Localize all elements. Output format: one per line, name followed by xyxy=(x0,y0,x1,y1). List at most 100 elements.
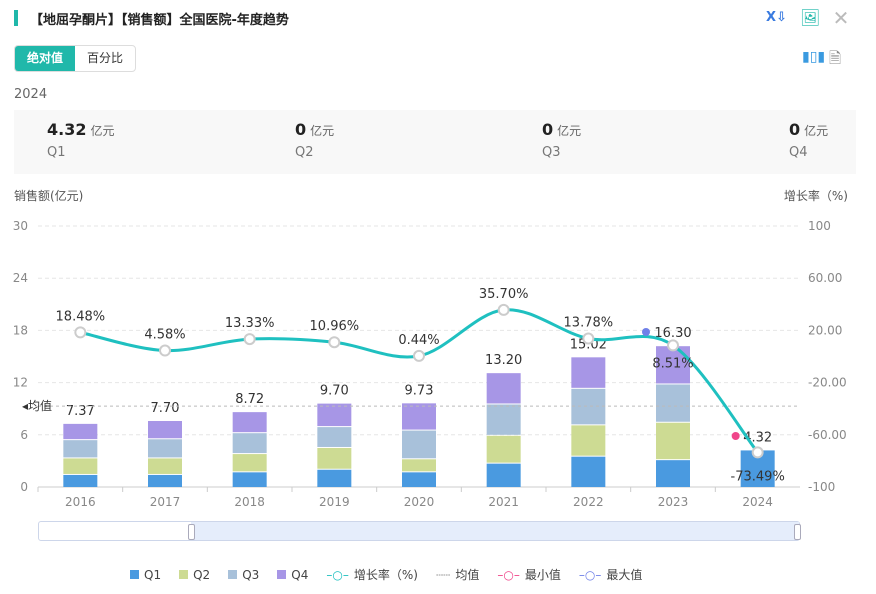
card-value: 0 xyxy=(295,120,307,139)
legend-circle-icon: –○– xyxy=(578,567,602,582)
bar-q2 xyxy=(486,435,521,463)
growth-point xyxy=(667,339,679,352)
legend-label: 最小值 xyxy=(524,568,561,582)
summary-card-q3: 0 亿元 Q3 xyxy=(542,120,581,160)
y-tick-label: 12 xyxy=(13,376,28,390)
bar-q1 xyxy=(571,456,606,487)
y-axis-title: 销售额(亿元) xyxy=(14,189,84,203)
summary-card-q1: 4.32 亿元 Q1 xyxy=(47,120,115,160)
bar-total-label: 8.72 xyxy=(235,392,264,407)
summary-card-q2: 0 亿元 Q2 xyxy=(295,120,334,160)
tab-percent[interactable]: 百分比 xyxy=(87,51,124,65)
bar-total-label: 7.37 xyxy=(66,404,95,419)
x-tick-label: 2019 xyxy=(319,495,350,509)
bar-q2 xyxy=(656,422,690,460)
legend-label: 增长率（%) xyxy=(353,568,418,582)
x-tick-label: 2024 xyxy=(742,495,773,509)
title-accent xyxy=(14,10,18,26)
growth-label: 10.96% xyxy=(310,319,360,334)
bar-q3 xyxy=(317,427,352,447)
legend-circle-icon: –○– xyxy=(497,567,520,582)
legend-growth[interactable]: –○– 增长率（%) xyxy=(326,566,418,583)
x-tick-label: 2020 xyxy=(404,495,435,509)
bar-total-label: 9.70 xyxy=(320,384,349,399)
legend-label: 最大值 xyxy=(606,568,643,582)
card-unit: 亿元 xyxy=(90,124,115,138)
x-tick-label: 2016 xyxy=(65,495,96,509)
y2-tick-label: 100 xyxy=(808,219,831,233)
bar-q3 xyxy=(656,384,690,422)
legend-q4[interactable]: Q4 xyxy=(277,568,308,582)
legend-max[interactable]: –○– 最大值 xyxy=(579,566,643,583)
image-export-icon[interactable]: 🖼 xyxy=(800,8,821,27)
card-value: 0 xyxy=(789,120,801,139)
growth-point xyxy=(497,303,510,316)
bar-chart-icon[interactable]: ▮▯▮ xyxy=(802,49,826,65)
y2-tick-label: -20.00 xyxy=(808,376,847,390)
y2-axis-title: 增长率（%) xyxy=(783,189,848,203)
bar-q1 xyxy=(63,474,98,487)
tab-absolute[interactable]: 绝对值 xyxy=(15,46,76,71)
bar-q2 xyxy=(148,458,182,474)
bar-q1 xyxy=(402,472,436,487)
bar-q4 xyxy=(232,412,267,433)
legend-q1[interactable]: Q1 xyxy=(130,568,161,582)
legend: Q1 Q2 Q3 Q4 –○– 增长率（%) ┄┄ 均值 –○– 最小值 –○– 最大值 xyxy=(130,566,642,583)
card-label: Q2 xyxy=(295,145,314,160)
legend-label: Q2 xyxy=(193,567,211,582)
y-tick-label: 18 xyxy=(13,323,28,337)
growth-label: 18.48% xyxy=(56,309,106,324)
legend-q3[interactable]: Q3 xyxy=(228,568,259,582)
y-tick-label: 0 xyxy=(20,480,28,494)
growth-point xyxy=(243,333,256,346)
bar-q1 xyxy=(656,460,690,487)
datazoom-track[interactable] xyxy=(38,521,801,541)
bar-total-label: 7.70 xyxy=(151,401,180,416)
bar-q2 xyxy=(232,454,267,472)
legend-swatch xyxy=(130,570,139,579)
growth-label: 13.33% xyxy=(225,316,275,331)
bar-q2 xyxy=(317,447,352,469)
legend-swatch xyxy=(179,570,189,579)
y-tick-label: 24 xyxy=(13,271,28,285)
summary-year: 2024 xyxy=(14,87,48,102)
close-icon[interactable]: ✕ xyxy=(832,6,850,30)
y2-tick-label: -100 xyxy=(808,480,835,494)
datazoom-selection[interactable] xyxy=(191,522,799,540)
growth-point xyxy=(159,344,171,357)
growth-point xyxy=(328,336,341,349)
card-label: Q3 xyxy=(542,145,561,160)
legend-min[interactable]: –○– 最小值 xyxy=(497,566,561,583)
summary-card-q4: 0 亿元 Q4 xyxy=(789,120,828,160)
y2-tick-label: 60.00 xyxy=(808,271,842,285)
datazoom-handle-left[interactable] xyxy=(188,524,195,540)
bar-q4 xyxy=(656,346,690,384)
mode-toggle: 绝对值 百分比 xyxy=(14,45,137,72)
y-tick-label: 30 xyxy=(13,219,28,233)
x-tick-label: 2023 xyxy=(658,495,689,509)
summary-panel: 4.32 亿元 Q1 0 亿元 Q2 0 亿元 Q3 0 亿元 Q4 xyxy=(14,110,856,174)
excel-export-icon[interactable]: X⇩ xyxy=(766,10,787,25)
legend-label: Q1 xyxy=(144,567,162,582)
card-value: 4.32 xyxy=(47,120,87,139)
growth-label: 4.58% xyxy=(144,328,185,343)
card-unit: 亿元 xyxy=(804,124,829,138)
legend-dash-icon: ┄┄ xyxy=(435,567,451,582)
legend-q2[interactable]: Q2 xyxy=(179,568,210,582)
legend-label: 均值 xyxy=(455,568,480,582)
chart-area: 0 -100 6 -60.00 12 -20.00 18 20.00 24 60.00 30 100 2… xyxy=(13,219,847,509)
bar-q4 xyxy=(63,423,98,440)
page-title: 【地屈孕酮片】【销售额】全国医院-年度趋势 xyxy=(30,13,289,28)
average-label: ◂均值 xyxy=(22,398,52,413)
datazoom-handle-right[interactable] xyxy=(794,524,801,540)
legend-average[interactable]: ┄┄ 均值 xyxy=(436,566,479,583)
card-unit: 亿元 xyxy=(557,124,582,138)
growth-label: 35.70% xyxy=(479,287,529,302)
growth-point xyxy=(74,326,87,339)
growth-point xyxy=(413,349,425,362)
document-icon[interactable]: 🗎 xyxy=(829,49,842,67)
x-tick-label: 2018 xyxy=(234,495,265,509)
bar-q2 xyxy=(571,425,606,456)
card-unit: 亿元 xyxy=(310,124,335,138)
bar-total-label: 16.30 xyxy=(654,326,691,341)
